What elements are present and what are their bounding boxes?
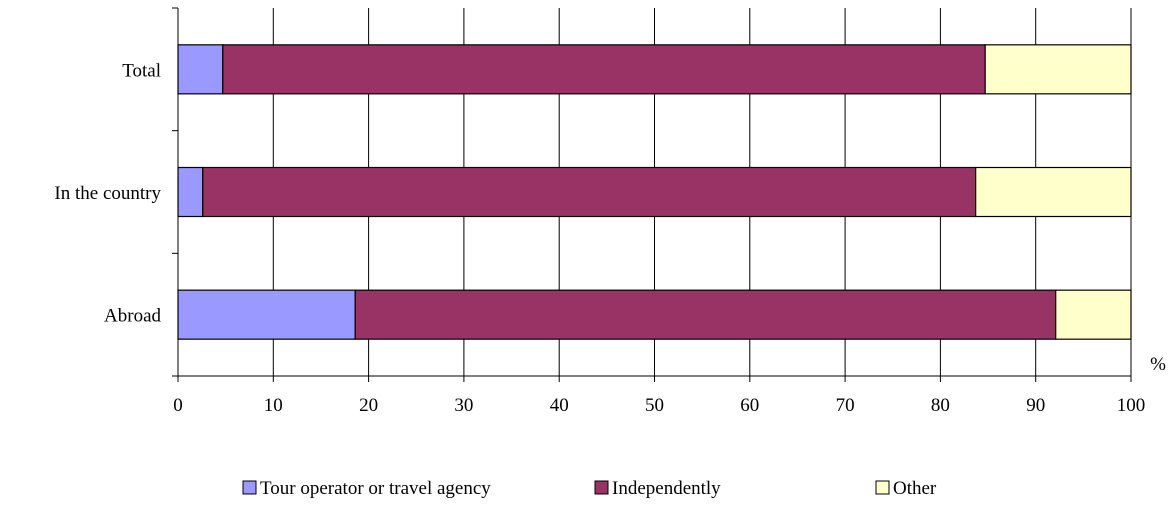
- x-tick-label-50: 50: [645, 395, 664, 416]
- x-tick-label-20: 20: [359, 395, 378, 416]
- x-tick-label-80: 80: [931, 395, 950, 416]
- bar-abroad-other: [1055, 289, 1132, 340]
- category-label-in-the-country: In the country: [54, 183, 161, 204]
- bar-abroad-independently: [354, 289, 1057, 340]
- x-tick-label-0: 0: [173, 395, 183, 416]
- legend-label-independently: Independently: [612, 478, 721, 499]
- x-tick-label-10: 10: [264, 395, 283, 416]
- legend-swatch-other: [875, 480, 890, 495]
- x-tick-labels: 0 10 20 30 40 50 60 70 80 90 100: [173, 395, 1145, 416]
- x-tick-label-70: 70: [836, 395, 855, 416]
- bar-total-other: [984, 44, 1132, 95]
- bar-in-the-country-independently: [202, 166, 977, 218]
- x-tick-label-30: 30: [454, 395, 473, 416]
- x-axis-unit-label: %: [1150, 354, 1166, 375]
- x-tick-label-90: 90: [1026, 395, 1045, 416]
- bar-in-the-country-other: [975, 166, 1132, 218]
- category-label-abroad: Abroad: [104, 306, 161, 327]
- bar-abroad-tour-operator-or-travel-agency: [177, 289, 356, 340]
- legend-label-tour-operator-or-travel-agency: Tour operator or travel agency: [260, 478, 491, 499]
- legend-swatch-tour-operator-or-travel-agency: [242, 480, 257, 495]
- legend: Tour operator or travel agency Independen…: [242, 478, 937, 499]
- x-tick-label-100: 100: [1117, 395, 1146, 416]
- category-labels: Total In the country Abroad: [54, 60, 161, 326]
- category-label-total: Total: [122, 60, 161, 81]
- x-tick-label-40: 40: [550, 395, 569, 416]
- bars: [177, 44, 1132, 340]
- bar-in-the-country-tour-operator-or-travel-agency: [177, 166, 204, 218]
- legend-label-other: Other: [893, 478, 937, 499]
- bar-total-tour-operator-or-travel-agency: [177, 44, 224, 95]
- legend-swatch-independently: [594, 480, 609, 495]
- x-tick-label-60: 60: [740, 395, 759, 416]
- axes: [172, 7, 1132, 382]
- bar-total-independently: [222, 44, 986, 95]
